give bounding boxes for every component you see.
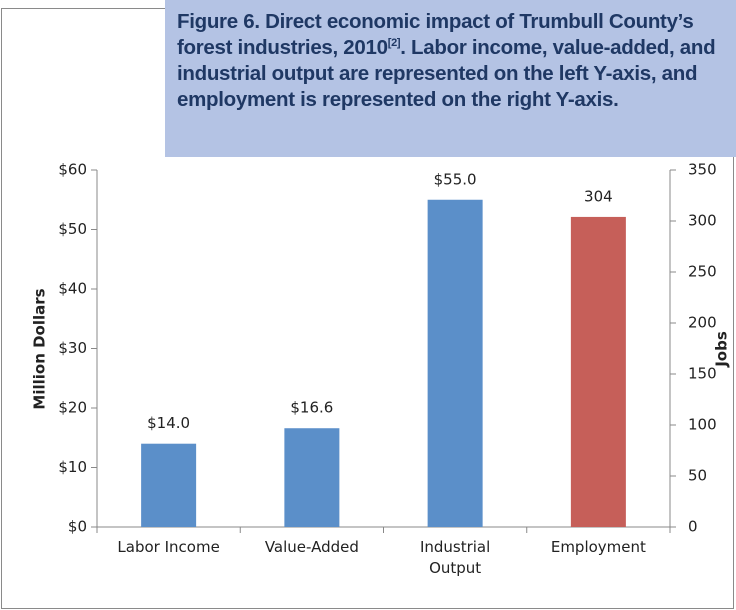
x-tick-label: Industrial Output xyxy=(419,538,491,577)
y-tick-label: $40 xyxy=(58,280,87,298)
y-axis-label: Million Dollars xyxy=(31,288,49,409)
bar xyxy=(427,199,483,527)
title-superscript: [2] xyxy=(387,37,401,50)
y-tick-label: $10 xyxy=(58,458,87,476)
bar xyxy=(141,443,197,527)
y2-tick-label: 0 xyxy=(688,518,698,536)
value-label: 304 xyxy=(584,187,613,205)
y2-tick-label: 350 xyxy=(688,161,717,179)
x-tick-label: Labor Income xyxy=(117,538,220,556)
y2-tick-label: 200 xyxy=(688,314,717,332)
y-tick-label: $30 xyxy=(58,339,87,357)
y2-tick-label: 250 xyxy=(688,263,717,281)
title-text: . Labor income, value-added, and industr… xyxy=(177,36,716,111)
value-label: $55.0 xyxy=(434,170,477,188)
y2-tick-label: 150 xyxy=(688,365,717,383)
bar xyxy=(570,216,626,528)
title-text: Figure 6. Direct economic impact of Trum… xyxy=(177,10,694,59)
x-tick-label: Value-Added xyxy=(264,538,359,556)
y-tick-label: $20 xyxy=(58,399,87,417)
value-label: $14.0 xyxy=(147,414,190,432)
y2-tick-label: 300 xyxy=(688,212,717,230)
y2-axis-label: Jobs xyxy=(713,331,731,368)
y-tick-label: $50 xyxy=(58,220,87,238)
y2-tick-label: 50 xyxy=(688,467,707,485)
chart-title: Figure 6. Direct economic impact of Trum… xyxy=(165,0,736,157)
y2-tick-label: 100 xyxy=(688,416,717,434)
bar xyxy=(284,428,340,527)
x-tick-label: Employment xyxy=(550,538,646,556)
y-tick-label: $60 xyxy=(58,161,87,179)
y-tick-label: $0 xyxy=(68,518,87,536)
value-label: $16.6 xyxy=(290,399,333,417)
